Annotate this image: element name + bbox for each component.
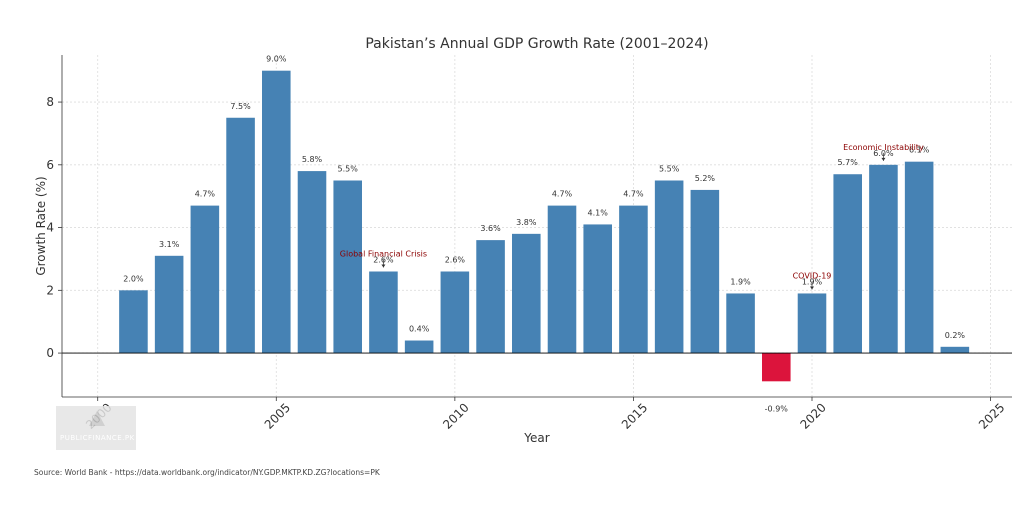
bar-value-label: 3.6% xyxy=(480,224,501,233)
bar-value-label: 5.5% xyxy=(659,165,680,174)
x-tick-label: 2020 xyxy=(797,400,828,431)
bar-2016 xyxy=(654,180,684,354)
bar-2006 xyxy=(297,171,327,354)
axes xyxy=(61,55,1012,398)
bar-2023 xyxy=(904,161,934,354)
bar-value-label: 2.6% xyxy=(445,255,466,264)
y-tick-label: 6 xyxy=(46,158,54,172)
bar-2012 xyxy=(512,233,541,354)
bar-2003 xyxy=(190,205,220,354)
bar-2005 xyxy=(262,70,291,354)
watermark: PUBLICFINANCE.PK xyxy=(56,406,136,450)
bar-value-label: 4.7% xyxy=(195,190,216,199)
bar-2010 xyxy=(440,271,470,354)
y-tick-label: 0 xyxy=(46,346,54,360)
bar-2020 xyxy=(797,293,827,354)
chart-title: Pakistan’s Annual GDP Growth Rate (2001–… xyxy=(365,36,708,52)
bar-value-label: -0.9% xyxy=(765,404,789,413)
bars xyxy=(119,70,970,382)
annotation-label: COVID-19 xyxy=(793,271,832,280)
x-axis-label: Year xyxy=(523,431,549,445)
bar-value-label: 2.0% xyxy=(123,274,144,283)
bar-2022 xyxy=(869,164,898,354)
bar-value-label: 4.1% xyxy=(588,208,609,217)
bar-value-label: 4.7% xyxy=(552,190,573,199)
bar-2007 xyxy=(333,180,362,354)
bar-2014 xyxy=(583,224,612,354)
y-tick-label: 8 xyxy=(46,95,54,109)
bar-value-label: 1.9% xyxy=(730,277,751,286)
watermark-text: PUBLICFINANCE.PK xyxy=(60,434,135,442)
bar-value-label: 5.7% xyxy=(838,158,859,167)
bar-value-label: 0.2% xyxy=(945,331,966,340)
annotation-arrowhead xyxy=(881,157,886,161)
bar-value-label: 3.8% xyxy=(516,218,537,227)
annotations: Global Financial Crisis COVID-19 Economic … xyxy=(340,143,924,290)
annotation-label: Global Financial Crisis xyxy=(340,249,427,258)
bar-2018 xyxy=(726,293,755,354)
bar-value-label: 0.4% xyxy=(409,325,430,334)
x-tick-label: 2010 xyxy=(440,400,471,431)
source-note: Source: World Bank - https://data.worldb… xyxy=(34,468,380,477)
bar-2001 xyxy=(119,290,148,354)
bar-value-label: 4.7% xyxy=(623,190,644,199)
bar-2021 xyxy=(833,174,862,354)
y-tick-label: 4 xyxy=(46,221,54,235)
watermark-logo-icon xyxy=(89,411,105,426)
bar-2015 xyxy=(619,205,648,354)
bar-value-label: 3.1% xyxy=(159,240,180,249)
annotation-arrowhead xyxy=(381,264,386,268)
x-tick-label: 2005 xyxy=(262,400,293,431)
bar-2002 xyxy=(154,255,184,354)
bar-2024 xyxy=(940,346,970,354)
bar-2009 xyxy=(404,340,434,354)
bar-value-label: 9.0% xyxy=(266,55,287,64)
bar-value-label: 7.5% xyxy=(230,102,251,111)
bar-value-label: 5.8% xyxy=(302,155,323,164)
bar-2019 xyxy=(762,353,791,382)
bar-2013 xyxy=(547,205,577,354)
bar-value-label: 5.2% xyxy=(695,174,716,183)
bar-2004 xyxy=(226,117,255,354)
annotation-arrowhead xyxy=(810,286,814,290)
x-tick-label: 2015 xyxy=(619,400,650,431)
bar-value-label: 6.1% xyxy=(909,146,930,155)
bar-value-label: 5.5% xyxy=(338,165,359,174)
bar-2011 xyxy=(476,240,505,354)
annotation-label: Economic Instability xyxy=(843,143,924,152)
bar-2008 xyxy=(369,271,398,354)
bar-2017 xyxy=(690,189,720,354)
y-tick-label: 2 xyxy=(46,283,54,297)
y-axis-label: Growth Rate (%) xyxy=(34,176,48,275)
x-tick-label: 2025 xyxy=(976,400,1007,431)
